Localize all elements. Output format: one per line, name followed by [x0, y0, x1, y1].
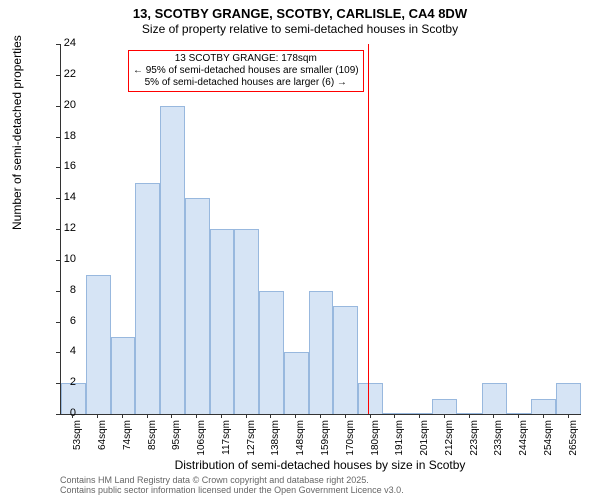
y-tick-label: 10 — [46, 253, 76, 265]
y-tick-mark — [56, 291, 60, 292]
y-tick-label: 20 — [46, 99, 76, 111]
y-tick-label: 4 — [46, 345, 76, 357]
x-tick-label: 85sqm — [147, 420, 158, 460]
histogram-bar — [284, 352, 309, 414]
y-tick-label: 8 — [46, 284, 76, 296]
histogram-bar — [259, 291, 284, 414]
x-tick-label: 117sqm — [221, 420, 232, 460]
y-tick-label: 18 — [46, 130, 76, 142]
x-tick-mark — [469, 414, 470, 418]
x-tick-mark — [122, 414, 123, 418]
y-tick-label: 22 — [46, 68, 76, 80]
y-tick-mark — [56, 137, 60, 138]
x-tick-label: 233sqm — [493, 420, 504, 460]
histogram-bar — [160, 106, 185, 414]
x-tick-mark — [221, 414, 222, 418]
plot-area: 13 SCOTBY GRANGE: 178sqm← 95% of semi-de… — [60, 44, 581, 415]
footer-attribution: Contains HM Land Registry data © Crown c… — [60, 476, 404, 496]
y-tick-label: 14 — [46, 191, 76, 203]
x-tick-label: 212sqm — [444, 420, 455, 460]
x-tick-mark — [444, 414, 445, 418]
chart-title-line1: 13, SCOTBY GRANGE, SCOTBY, CARLISLE, CA4… — [0, 6, 600, 21]
x-tick-label: 95sqm — [171, 420, 182, 460]
x-tick-mark — [320, 414, 321, 418]
x-tick-label: 191sqm — [394, 420, 405, 460]
y-tick-label: 2 — [46, 376, 76, 388]
x-tick-label: 64sqm — [97, 420, 108, 460]
histogram-bar — [185, 198, 210, 414]
y-tick-mark — [56, 383, 60, 384]
y-tick-mark — [56, 167, 60, 168]
x-tick-label: 265sqm — [568, 420, 579, 460]
y-tick-label: 24 — [46, 37, 76, 49]
x-tick-mark — [345, 414, 346, 418]
x-tick-label: 106sqm — [196, 420, 207, 460]
y-tick-mark — [56, 198, 60, 199]
x-tick-mark — [568, 414, 569, 418]
x-tick-label: 127sqm — [246, 420, 257, 460]
y-tick-label: 16 — [46, 160, 76, 172]
histogram-bar — [309, 291, 334, 414]
y-tick-mark — [56, 322, 60, 323]
y-tick-mark — [56, 106, 60, 107]
x-tick-mark — [370, 414, 371, 418]
annotation-box: 13 SCOTBY GRANGE: 178sqm← 95% of semi-de… — [128, 50, 364, 92]
x-tick-label: 170sqm — [345, 420, 356, 460]
x-tick-label: 201sqm — [419, 420, 430, 460]
x-tick-label: 223sqm — [469, 420, 480, 460]
annotation-line2: ← 95% of semi-detached houses are smalle… — [133, 65, 359, 77]
histogram-bar — [358, 383, 383, 414]
histogram-bar — [135, 183, 160, 414]
x-tick-label: 74sqm — [122, 420, 133, 460]
x-tick-mark — [246, 414, 247, 418]
x-tick-mark — [196, 414, 197, 418]
x-tick-mark — [394, 414, 395, 418]
x-tick-mark — [295, 414, 296, 418]
y-tick-mark — [56, 352, 60, 353]
y-tick-mark — [56, 75, 60, 76]
x-axis-label: Distribution of semi-detached houses by … — [60, 458, 580, 472]
annotation-line3: 5% of semi-detached houses are larger (6… — [133, 77, 359, 89]
x-tick-label: 138sqm — [270, 420, 281, 460]
histogram-bar — [86, 275, 111, 414]
x-tick-mark — [543, 414, 544, 418]
chart-container: 13, SCOTBY GRANGE, SCOTBY, CARLISLE, CA4… — [0, 0, 600, 500]
y-tick-label: 6 — [46, 315, 76, 327]
x-tick-mark — [171, 414, 172, 418]
histogram-bar — [531, 399, 556, 414]
footer-line2: Contains public sector information licen… — [60, 486, 404, 496]
x-tick-label: 148sqm — [295, 420, 306, 460]
histogram-bar — [556, 383, 581, 414]
y-tick-mark — [56, 229, 60, 230]
histogram-bar — [482, 383, 507, 414]
chart-title-line2: Size of property relative to semi-detach… — [0, 22, 600, 36]
y-tick-label: 12 — [46, 222, 76, 234]
x-tick-mark — [493, 414, 494, 418]
x-tick-label: 159sqm — [320, 420, 331, 460]
histogram-bar — [432, 399, 457, 414]
x-tick-label: 180sqm — [370, 420, 381, 460]
x-tick-mark — [72, 414, 73, 418]
x-tick-mark — [419, 414, 420, 418]
histogram-bar — [333, 306, 358, 414]
x-tick-mark — [270, 414, 271, 418]
x-tick-label: 244sqm — [518, 420, 529, 460]
annotation-line1: 13 SCOTBY GRANGE: 178sqm — [133, 53, 359, 65]
x-tick-label: 53sqm — [72, 420, 83, 460]
x-tick-mark — [518, 414, 519, 418]
histogram-bar — [457, 413, 482, 414]
y-axis-label: Number of semi-detached properties — [10, 35, 24, 230]
x-tick-mark — [147, 414, 148, 418]
y-tick-mark — [56, 414, 60, 415]
histogram-bar — [111, 337, 136, 414]
x-tick-label: 254sqm — [543, 420, 554, 460]
reference-line — [368, 44, 369, 414]
histogram-bar — [234, 229, 259, 414]
x-tick-mark — [97, 414, 98, 418]
y-tick-mark — [56, 260, 60, 261]
y-tick-mark — [56, 44, 60, 45]
histogram-bar — [210, 229, 235, 414]
